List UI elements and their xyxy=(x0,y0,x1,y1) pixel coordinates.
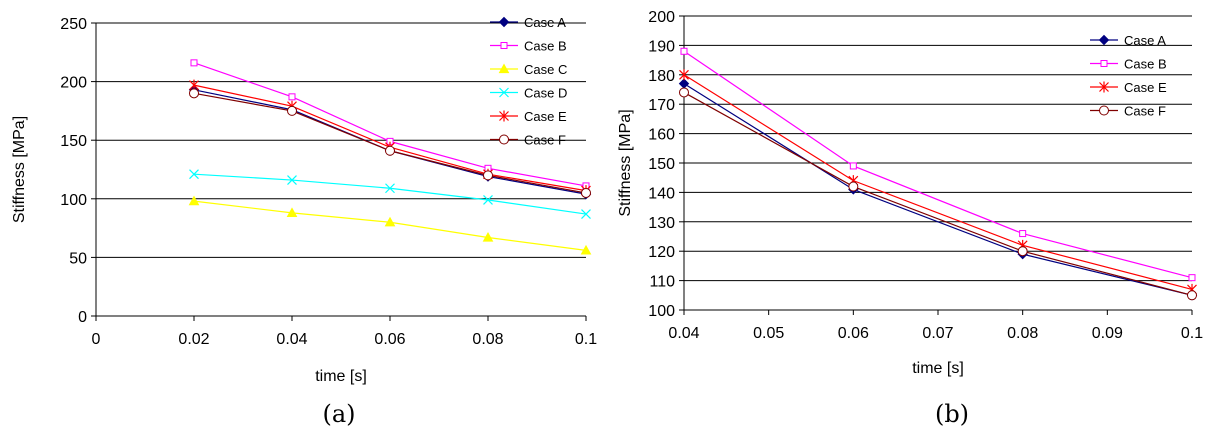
y-tick-label: 200 xyxy=(60,75,87,92)
series-line-case-b xyxy=(683,50,1193,279)
data-point-case-b xyxy=(288,93,296,101)
legend-marker-case-f xyxy=(1099,105,1109,116)
x-tick-label: 0.04 xyxy=(276,331,307,348)
legend-label-case-c: Case C xyxy=(524,62,567,77)
legend-label-case-e: Case E xyxy=(524,109,567,124)
legend-marker-case-a xyxy=(1098,34,1110,46)
y-tick-label: 250 xyxy=(60,16,87,33)
y-tick-label: 120 xyxy=(648,244,675,261)
x-tick-label: 0 xyxy=(92,331,101,348)
data-point-case-a xyxy=(678,78,690,89)
data-point-case-c xyxy=(580,244,592,255)
legend-marker-case-f xyxy=(499,134,509,145)
y-tick-label: 100 xyxy=(60,192,87,209)
data-point-case-c xyxy=(384,216,396,227)
data-point-case-c xyxy=(188,195,200,206)
x-tick-label: 0.04 xyxy=(668,325,699,342)
x-tick-label: 0.1 xyxy=(1181,325,1203,342)
data-point-case-f xyxy=(1187,290,1197,301)
legend-label-case-f: Case F xyxy=(524,133,566,148)
x-axis-label: time [s] xyxy=(315,368,367,385)
data-point-case-f xyxy=(483,170,493,181)
y-tick-label: 150 xyxy=(60,133,87,150)
legend-label-case-e: Case E xyxy=(1124,80,1167,95)
data-point-case-d xyxy=(581,209,591,219)
series-line-case-a xyxy=(683,83,1193,296)
chart-panel-a: 0 50 100 150 200 250 0 0.02 0.04 0.06 0.08 0.1 time … xyxy=(11,15,597,428)
data-point-case-f xyxy=(1017,246,1028,257)
figure-caption: (a) xyxy=(322,400,355,428)
data-point-case-f xyxy=(679,87,689,98)
series-line-case-e xyxy=(683,74,1193,291)
data-point-case-f xyxy=(189,88,199,99)
data-point-case-f xyxy=(581,187,591,198)
data-point-case-d xyxy=(287,175,297,185)
x-tick-label: 0.07 xyxy=(922,325,953,342)
x-axis-label: time [s] xyxy=(912,360,964,377)
y-axis-label: Stiffness [MPa] xyxy=(617,109,634,216)
data-point-case-d xyxy=(189,169,199,180)
series-line-case-f xyxy=(683,91,1193,296)
legend-label-case-b: Case B xyxy=(1124,57,1167,72)
x-tick-label: 0.08 xyxy=(1007,325,1038,342)
x-tick-label: 0.05 xyxy=(753,325,784,342)
legend-marker-case-c xyxy=(498,63,510,74)
legend-marker-case-e xyxy=(499,110,509,122)
data-point-case-b xyxy=(190,59,198,67)
legend-label-case-a: Case A xyxy=(524,15,566,30)
legend-marker-case-d xyxy=(499,87,509,98)
x-tick-label: 0.06 xyxy=(838,325,869,342)
x-tick-label: 0.06 xyxy=(374,331,405,348)
legend-label-case-f: Case F xyxy=(1124,104,1166,119)
x-tick-label: 0.1 xyxy=(575,331,597,348)
legend-marker-case-b xyxy=(500,42,508,49)
data-point-case-c xyxy=(286,207,298,217)
y-tick-label: 160 xyxy=(648,127,675,144)
y-tick-label: 140 xyxy=(648,185,675,202)
data-point-case-c xyxy=(482,231,494,242)
y-tick-label: 200 xyxy=(648,9,675,26)
y-tick-label: 50 xyxy=(69,250,87,267)
data-point-case-f xyxy=(385,145,395,156)
data-point-case-e xyxy=(679,69,689,81)
x-tick-label: 0.08 xyxy=(472,331,503,348)
x-tick-label: 0.09 xyxy=(1092,325,1123,342)
y-tick-label: 0 xyxy=(78,309,87,326)
y-tick-label: 190 xyxy=(648,38,675,55)
data-point-case-b xyxy=(680,47,688,55)
chart-panel-b: 100 110 120 130 140 150 160 170 180 190 200 0.04 0.0… xyxy=(617,9,1203,428)
x-tick-label: 0.02 xyxy=(178,331,209,348)
y-tick-label: 110 xyxy=(649,274,675,291)
y-axis-label: Stiffness [MPa] xyxy=(11,116,28,223)
legend-label-case-b: Case B xyxy=(524,39,567,54)
legend-label-case-a: Case A xyxy=(1124,33,1166,48)
legend-label-case-d: Case D xyxy=(524,86,567,101)
data-point-case-b xyxy=(1188,274,1196,282)
data-point-case-d xyxy=(483,195,493,205)
legend-marker-case-e xyxy=(1099,81,1109,93)
y-tick-label: 100 xyxy=(648,303,675,320)
y-tick-label: 150 xyxy=(648,156,675,173)
y-tick-label: 170 xyxy=(648,97,675,114)
data-point-case-f xyxy=(848,181,859,192)
data-point-case-f xyxy=(287,105,297,116)
data-point-case-b xyxy=(1019,230,1027,238)
legend-marker-case-a xyxy=(498,16,510,28)
data-point-case-d xyxy=(385,183,395,194)
y-tick-label: 130 xyxy=(648,215,675,232)
y-tick-label: 180 xyxy=(648,68,675,85)
data-point-case-b xyxy=(849,162,857,170)
legend-marker-case-b xyxy=(1100,60,1108,67)
figure-caption: (b) xyxy=(935,400,969,428)
